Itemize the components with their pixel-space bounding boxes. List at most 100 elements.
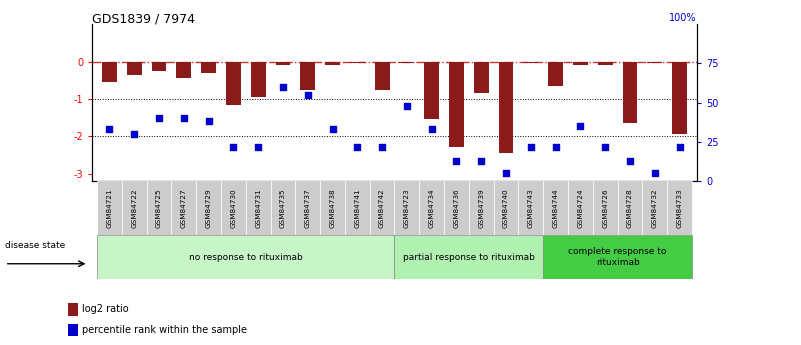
Text: GSM84742: GSM84742 <box>379 188 385 228</box>
Bar <box>672 61 687 135</box>
Bar <box>97 235 394 279</box>
Bar <box>221 181 246 235</box>
Text: complete response to
rituximab: complete response to rituximab <box>569 247 666 267</box>
Bar <box>573 61 588 65</box>
Point <box>376 144 388 149</box>
Bar <box>493 181 518 235</box>
Text: disease state: disease state <box>5 241 65 250</box>
Bar <box>425 61 439 119</box>
Bar <box>622 61 638 123</box>
Point <box>500 170 513 176</box>
Bar <box>618 181 642 235</box>
Bar <box>543 181 568 235</box>
Bar <box>593 181 618 235</box>
Bar <box>300 61 315 90</box>
Point <box>599 144 612 149</box>
Bar <box>469 181 493 235</box>
Bar <box>394 235 543 279</box>
Text: GSM84722: GSM84722 <box>131 188 137 228</box>
Bar <box>345 181 370 235</box>
Text: GSM84744: GSM84744 <box>553 188 558 228</box>
Bar <box>325 61 340 65</box>
Text: GSM84735: GSM84735 <box>280 188 286 228</box>
Point <box>301 92 314 98</box>
Bar <box>68 324 78 336</box>
Point <box>549 144 562 149</box>
Bar <box>176 61 191 78</box>
Text: no response to rituximab: no response to rituximab <box>189 253 303 262</box>
Text: partial response to rituximab: partial response to rituximab <box>403 253 535 262</box>
Bar <box>548 61 563 86</box>
Text: GSM84728: GSM84728 <box>627 188 633 228</box>
Bar <box>171 181 196 235</box>
Bar <box>667 181 692 235</box>
Bar <box>350 61 364 63</box>
Point <box>128 131 141 137</box>
Text: GSM84739: GSM84739 <box>478 188 485 228</box>
Bar <box>196 181 221 235</box>
Bar <box>276 61 291 65</box>
Text: GSM84726: GSM84726 <box>602 188 608 228</box>
Text: GSM84734: GSM84734 <box>429 188 435 228</box>
Bar <box>642 181 667 235</box>
Bar <box>449 61 464 148</box>
Point <box>276 84 289 90</box>
Bar <box>68 303 78 316</box>
Point <box>475 158 488 164</box>
Point <box>525 144 537 149</box>
Bar <box>122 181 147 235</box>
Point <box>425 127 438 132</box>
Text: GSM84737: GSM84737 <box>304 188 311 228</box>
Text: percentile rank within the sample: percentile rank within the sample <box>82 325 247 335</box>
Bar <box>102 61 117 82</box>
Point <box>227 144 239 149</box>
Text: 100%: 100% <box>670 12 697 22</box>
Point <box>673 144 686 149</box>
Bar <box>246 181 271 235</box>
Point <box>648 170 661 176</box>
Bar <box>400 61 414 63</box>
Text: GSM84741: GSM84741 <box>354 188 360 228</box>
Bar <box>226 61 241 105</box>
Bar <box>543 235 692 279</box>
Text: GSM84721: GSM84721 <box>107 188 112 228</box>
Text: GDS1839 / 7974: GDS1839 / 7974 <box>92 12 195 25</box>
Text: GSM84725: GSM84725 <box>156 188 162 228</box>
Bar <box>394 181 419 235</box>
Point <box>103 127 116 132</box>
Bar <box>523 61 538 63</box>
Bar <box>474 61 489 93</box>
Text: GSM84743: GSM84743 <box>528 188 533 228</box>
Bar <box>320 181 345 235</box>
Text: GSM84733: GSM84733 <box>677 188 682 228</box>
Text: GSM84731: GSM84731 <box>256 188 261 228</box>
Bar <box>97 181 122 235</box>
Bar <box>568 181 593 235</box>
Point <box>326 127 339 132</box>
Text: GSM84723: GSM84723 <box>404 188 410 228</box>
Point <box>623 158 636 164</box>
Text: log2 ratio: log2 ratio <box>82 304 129 314</box>
Bar <box>271 181 296 235</box>
Bar <box>151 61 167 71</box>
Text: GSM84732: GSM84732 <box>652 188 658 228</box>
Point <box>450 158 463 164</box>
Text: GSM84736: GSM84736 <box>453 188 460 228</box>
Point <box>177 116 190 121</box>
Bar <box>518 181 543 235</box>
Point <box>252 144 264 149</box>
Bar <box>296 181 320 235</box>
Point <box>202 119 215 124</box>
Bar <box>419 181 444 235</box>
Bar <box>251 61 266 97</box>
Text: GSM84740: GSM84740 <box>503 188 509 228</box>
Point <box>351 144 364 149</box>
Bar <box>127 61 142 75</box>
Bar <box>147 181 171 235</box>
Point <box>153 116 166 121</box>
Text: GSM84730: GSM84730 <box>231 188 236 228</box>
Bar <box>370 181 394 235</box>
Text: GSM84738: GSM84738 <box>329 188 336 228</box>
Bar <box>201 61 216 73</box>
Text: GSM84724: GSM84724 <box>578 188 583 228</box>
